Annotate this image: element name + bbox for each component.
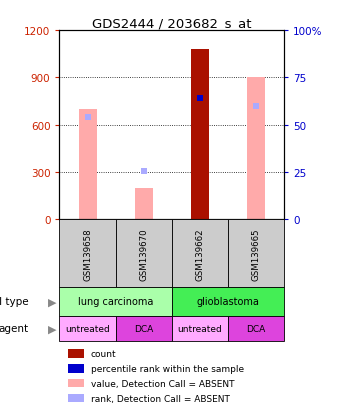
Bar — [68, 364, 84, 373]
Text: glioblastoma: glioblastoma — [197, 297, 259, 306]
Bar — [228, 220, 284, 287]
Bar — [68, 379, 84, 387]
Bar — [135, 188, 153, 220]
Text: lung carcinoma: lung carcinoma — [78, 297, 153, 306]
Bar — [191, 50, 209, 220]
Bar — [68, 394, 84, 402]
Bar — [172, 287, 284, 316]
Text: cell type: cell type — [0, 297, 29, 306]
Text: count: count — [91, 349, 117, 358]
Bar — [116, 220, 172, 287]
Text: rank, Detection Call = ABSENT: rank, Detection Call = ABSENT — [91, 394, 230, 403]
Title: GDS2444 / 203682_s_at: GDS2444 / 203682_s_at — [92, 17, 252, 30]
Bar — [247, 78, 265, 220]
Bar — [59, 220, 116, 287]
Bar — [116, 316, 172, 342]
Bar — [79, 110, 97, 220]
Text: DCA: DCA — [134, 324, 153, 333]
Text: DCA: DCA — [246, 324, 266, 333]
Bar — [68, 349, 84, 358]
Text: GSM139662: GSM139662 — [195, 228, 204, 280]
Text: GSM139665: GSM139665 — [251, 228, 260, 280]
Text: untreated: untreated — [65, 324, 110, 333]
Bar — [228, 316, 284, 342]
Text: percentile rank within the sample: percentile rank within the sample — [91, 364, 244, 373]
Text: value, Detection Call = ABSENT: value, Detection Call = ABSENT — [91, 379, 234, 388]
Text: agent: agent — [0, 323, 29, 334]
Text: GSM139670: GSM139670 — [139, 228, 148, 280]
Text: ▶: ▶ — [48, 297, 57, 306]
Bar — [59, 287, 172, 316]
Text: ▶: ▶ — [48, 323, 57, 334]
Text: GSM139658: GSM139658 — [83, 228, 92, 280]
Bar — [172, 316, 228, 342]
Text: untreated: untreated — [177, 324, 222, 333]
Bar — [172, 220, 228, 287]
Bar — [59, 316, 116, 342]
